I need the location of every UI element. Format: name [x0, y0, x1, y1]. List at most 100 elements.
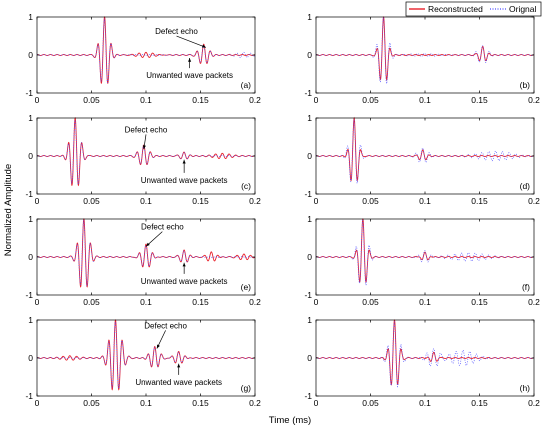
y-tick-label: 0 [307, 353, 312, 363]
x-tick-label: 0.15 [192, 297, 209, 307]
y-tick-label: 1 [307, 315, 312, 325]
x-tick-label: 0.1 [140, 297, 152, 307]
x-axis-title: Time (ms) [269, 415, 311, 426]
annotation-text: Defect echo [141, 223, 184, 232]
original-series-line [36, 119, 256, 186]
y-tick-label: 0 [28, 50, 33, 60]
original-series-line [36, 17, 256, 84]
annotation-arrow-head [201, 44, 206, 48]
y-tick-label: 0 [307, 252, 312, 262]
x-tick-label: 0.15 [192, 95, 209, 105]
y-tick-label: 1 [307, 214, 312, 224]
x-tick-label: 0.05 [83, 398, 100, 408]
x-tick-label: 0.15 [471, 398, 488, 408]
y-tick-label: -1 [25, 391, 33, 401]
reconstructed-series-line [315, 319, 535, 386]
x-tick-label: 0.05 [362, 297, 379, 307]
annotation-text: Defect echo [155, 27, 198, 36]
reconstructed-series-line [315, 16, 535, 81]
x-tick-label: 0 [314, 95, 319, 105]
x-tick-label: 0.15 [192, 196, 209, 206]
panel-b: 0 0.05 0.1 0.15 0.2-101(b) [304, 12, 540, 105]
y-tick-label: 0 [307, 151, 312, 161]
x-tick-label: 0 [314, 297, 319, 307]
x-tick-label: 0.2 [528, 95, 540, 105]
legend: Reconstructed Orignal [405, 1, 542, 17]
x-tick-label: 0.1 [419, 196, 431, 206]
original-series-line [36, 219, 256, 287]
panel-label: (b) [520, 80, 531, 90]
x-tick-label: 0.1 [419, 398, 431, 408]
panel-label: (h) [520, 383, 531, 393]
annotation-arrow-head [182, 262, 186, 267]
original-series-line [315, 119, 535, 184]
x-tick-label: 0.15 [471, 95, 488, 105]
x-tick-label: 0.2 [528, 398, 540, 408]
y-tick-label: 1 [28, 214, 33, 224]
x-tick-label: 0.1 [140, 196, 152, 206]
annotation-text: Defect echo [125, 125, 168, 134]
panel-d: 0 0.05 0.1 0.15 0.2-101(d) [304, 113, 540, 206]
panel-c: 0 0.05 0.1 0.15 0.2-101(c)Defect echoUnwante… [25, 113, 261, 206]
panel-a: 0 0.05 0.1 0.15 0.2-101(a)Defect echoUnwante… [25, 12, 261, 105]
x-tick-label: 0.15 [471, 297, 488, 307]
y-tick-label: 0 [28, 151, 33, 161]
annotation-arrow-head [146, 242, 150, 247]
annotation-arrow-line [176, 35, 207, 48]
panel-e: 0 0.05 0.1 0.15 0.2-101(e)Defect echoUnwante… [25, 214, 261, 307]
y-tick-label: 1 [307, 113, 312, 123]
x-tick-label: 0.2 [249, 398, 261, 408]
y-tick-label: 0 [28, 252, 33, 262]
x-tick-label: 0.05 [83, 196, 100, 206]
x-tick-label: 0.15 [192, 398, 209, 408]
panel-label: (c) [241, 181, 251, 191]
y-tick-label: -1 [304, 290, 312, 300]
y-axis-title: Normalized Amplitude [3, 164, 14, 256]
x-tick-label: 0.1 [419, 95, 431, 105]
reconstructed-series-line [36, 218, 256, 288]
annotation-arrow-head [142, 145, 146, 150]
panel-label: (f) [522, 282, 530, 292]
x-tick-label: 0 [35, 297, 40, 307]
annotation-text: Unwanted wave packets [141, 277, 228, 286]
x-tick-label: 0.05 [362, 95, 379, 105]
x-tick-label: 0.1 [140, 398, 152, 408]
y-tick-label: 1 [28, 315, 33, 325]
y-tick-label: -1 [25, 88, 33, 98]
y-tick-label: 1 [28, 113, 33, 123]
panel-label: (d) [520, 181, 531, 191]
reconstructed-series-line [315, 116, 535, 182]
y-tick-label: 0 [28, 353, 33, 363]
x-tick-label: 0.05 [362, 196, 379, 206]
x-tick-label: 0.2 [528, 297, 540, 307]
annotation-arrow-head [182, 159, 186, 164]
x-tick-label: 0.1 [419, 297, 431, 307]
panel-g: 0 0.05 0.1 0.15 0.2-101(g)Defect echoUnwante… [25, 315, 261, 408]
legend-original-label: Orignal [509, 4, 537, 14]
panel-label: (g) [241, 383, 252, 393]
y-tick-label: -1 [25, 290, 33, 300]
y-tick-label: 1 [28, 12, 33, 22]
x-tick-label: 0 [35, 95, 40, 105]
original-series-line [36, 320, 256, 390]
x-tick-label: 0.2 [528, 196, 540, 206]
x-tick-label: 0 [35, 398, 40, 408]
y-tick-label: -1 [304, 391, 312, 401]
panel-h: 0 0.05 0.1 0.15 0.2-101(h) [304, 315, 540, 408]
reconstructed-series-line [315, 218, 535, 283]
x-tick-label: 0.15 [471, 196, 488, 206]
x-tick-label: 0.2 [249, 95, 261, 105]
x-tick-label: 0.05 [83, 95, 100, 105]
panel-label: (a) [241, 80, 252, 90]
y-tick-label: -1 [304, 88, 312, 98]
x-tick-label: 0.05 [83, 297, 100, 307]
annotation-text: Unwanted wave packets [135, 378, 222, 387]
x-tick-label: 0.2 [249, 297, 261, 307]
annotation-arrow-head [177, 363, 181, 368]
legend-reconstructed-label: Reconstructed [428, 4, 483, 14]
x-tick-label: 0.05 [362, 398, 379, 408]
x-tick-label: 0.1 [140, 95, 152, 105]
y-tick-label: 0 [307, 50, 312, 60]
annotation-text: Unwanted wave packets [146, 71, 233, 80]
